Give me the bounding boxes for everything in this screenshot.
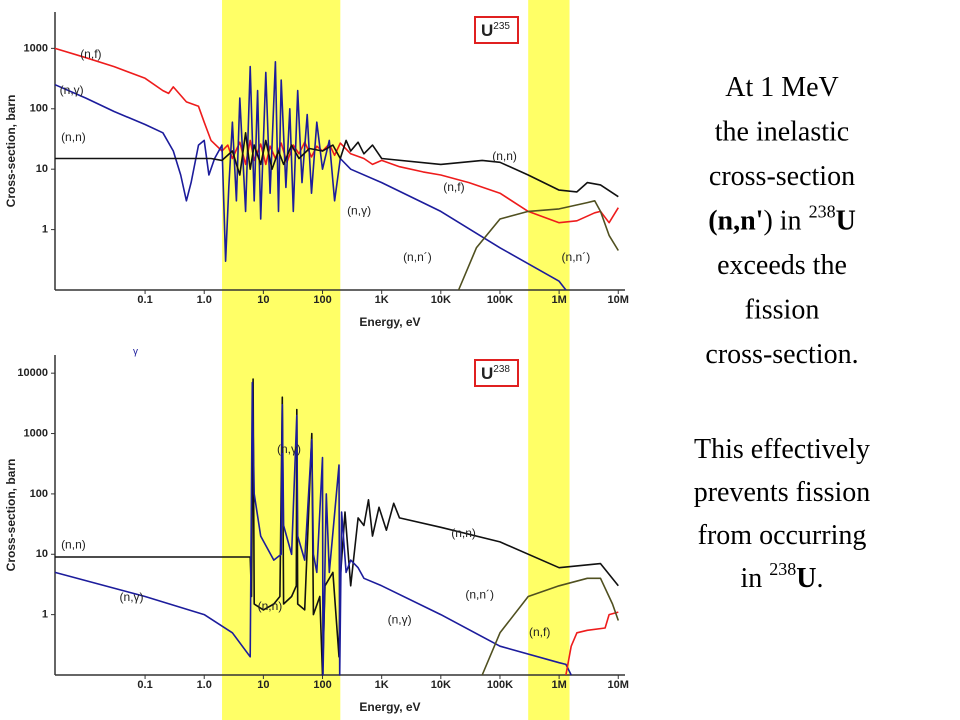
slide-text-span: ) in: [763, 206, 808, 237]
slide-text-span: exceeds the: [717, 250, 847, 281]
series-line: [565, 611, 619, 676]
x-axis-label: Energy, eV: [359, 315, 420, 329]
curve-label: (n,n): [492, 149, 517, 163]
y-tick-label: 10000: [17, 367, 48, 379]
slide-text-span: 238: [769, 559, 796, 579]
x-tick-label: 1.0: [197, 679, 212, 691]
slide-text-span: cross-section: [709, 161, 855, 192]
x-tick-label: 10M: [608, 294, 629, 306]
y-tick-label: 1: [42, 223, 48, 235]
x-tick-label: 10: [257, 294, 269, 306]
curve-label: (n,γ): [388, 613, 412, 627]
curve-label: (n,n): [258, 599, 283, 613]
curve-label: (n,γ): [60, 83, 84, 97]
stray-label: γ: [133, 347, 138, 358]
slide-text-span: fission: [745, 295, 820, 326]
x-tick-label: 100K: [487, 679, 513, 691]
y-tick-label: 1000: [24, 427, 48, 439]
x-tick-label: 1K: [375, 679, 389, 691]
curve-label: (n,f): [80, 47, 101, 61]
slide-text-span: prevents fission: [694, 477, 871, 508]
curve-label: (n,n): [61, 538, 86, 552]
x-tick-label: 0.1: [137, 294, 152, 306]
isotope-label: U238: [481, 364, 510, 383]
y-tick-label: 100: [30, 103, 48, 115]
curve-label: (n,n´): [403, 250, 432, 264]
y-tick-label: 10: [36, 548, 48, 560]
curve-label: (n,n): [61, 130, 86, 144]
x-tick-label: 100K: [487, 294, 513, 306]
slide-text-line: (n,n') in 238U: [708, 202, 856, 237]
chart: 1 10 100 1000 0.1 1.0 10 100 1K 10K 100K 1M 10M Energ…: [4, 12, 629, 329]
series-line: [54, 381, 572, 676]
x-tick-label: 100: [313, 294, 331, 306]
slide-text-line: cross-section: [709, 161, 855, 192]
x-tick-label: 1M: [551, 679, 566, 691]
curve-label: (n,n): [451, 526, 476, 540]
x-tick-label: 1M: [551, 294, 566, 306]
slide-text-line: At 1 MeV: [725, 72, 839, 103]
series-line: [481, 577, 620, 676]
curve-label: (n,γ): [277, 442, 301, 456]
slide-text-line: fission: [745, 295, 820, 326]
slide-text-span: U: [796, 563, 816, 594]
y-axis-label: Cross-section, barn: [4, 95, 18, 208]
y-tick-label: 100: [30, 488, 48, 500]
isotope-box: [474, 359, 519, 387]
x-tick-label: 0.1: [137, 679, 152, 691]
slide-text-span: .: [817, 563, 824, 594]
x-tick-label: 10M: [608, 679, 629, 691]
slide-text-line: the inelastic: [715, 117, 850, 148]
series-line: [457, 200, 619, 291]
series-line: [54, 61, 567, 291]
slide-text-span: cross-section.: [705, 339, 858, 370]
x-tick-label: 1.0: [197, 294, 212, 306]
curve-label: (n,γ): [120, 590, 144, 604]
isotope-label: U235: [481, 21, 510, 40]
x-axis-label: Energy, eV: [359, 700, 420, 714]
slide-text-span: the inelastic: [715, 117, 850, 148]
highlight-band: [528, 0, 570, 720]
x-tick-label: 10: [257, 679, 269, 691]
curve-label: (n,f): [529, 625, 550, 639]
y-tick-label: 1000: [24, 42, 48, 54]
slide-text-span: At 1 MeV: [725, 72, 839, 103]
slide-text-line: prevents fission: [694, 477, 871, 508]
isotope-mass: 238: [493, 364, 510, 375]
slide-text-span: (n,n': [708, 206, 763, 237]
slide-text-span: U: [836, 206, 856, 237]
slide-text-line: This effectively: [694, 434, 870, 465]
slide-text-span: in: [740, 563, 769, 594]
series-line: [55, 132, 619, 198]
series-line: [54, 47, 619, 224]
curve-label: (n,f): [443, 180, 464, 194]
slide-text-line: from occurring: [698, 520, 867, 551]
isotope-box: [474, 16, 519, 44]
x-tick-label: 10K: [431, 294, 451, 306]
slide-text-span: from occurring: [698, 520, 867, 551]
slide-text-line: cross-section.: [705, 339, 858, 370]
series-line: [55, 378, 619, 676]
curve-label: (n,n´): [465, 587, 494, 601]
y-tick-label: 1: [42, 609, 48, 621]
x-tick-label: 10K: [431, 679, 451, 691]
x-tick-label: 1K: [375, 294, 389, 306]
x-tick-label: 100: [313, 679, 331, 691]
slide-text-span: This effectively: [694, 434, 870, 465]
y-axis-label: Cross-section, barn: [4, 459, 18, 572]
chart: 1 10 100 1000 10000 0.1 1.0 10 100 1K 10K 100K 1M 10M…: [4, 355, 629, 714]
y-tick-label: 10: [36, 163, 48, 175]
slide-text-line: in 238U.: [740, 559, 823, 594]
slide-text-span: 238: [809, 202, 836, 222]
curve-label: (n,n´): [562, 250, 591, 264]
isotope-mass: 235: [493, 21, 510, 32]
slide-text-line: exceeds the: [717, 250, 847, 281]
curve-label: (n,γ): [347, 204, 371, 218]
isotope-symbol: U: [481, 21, 493, 40]
isotope-symbol: U: [481, 364, 493, 383]
